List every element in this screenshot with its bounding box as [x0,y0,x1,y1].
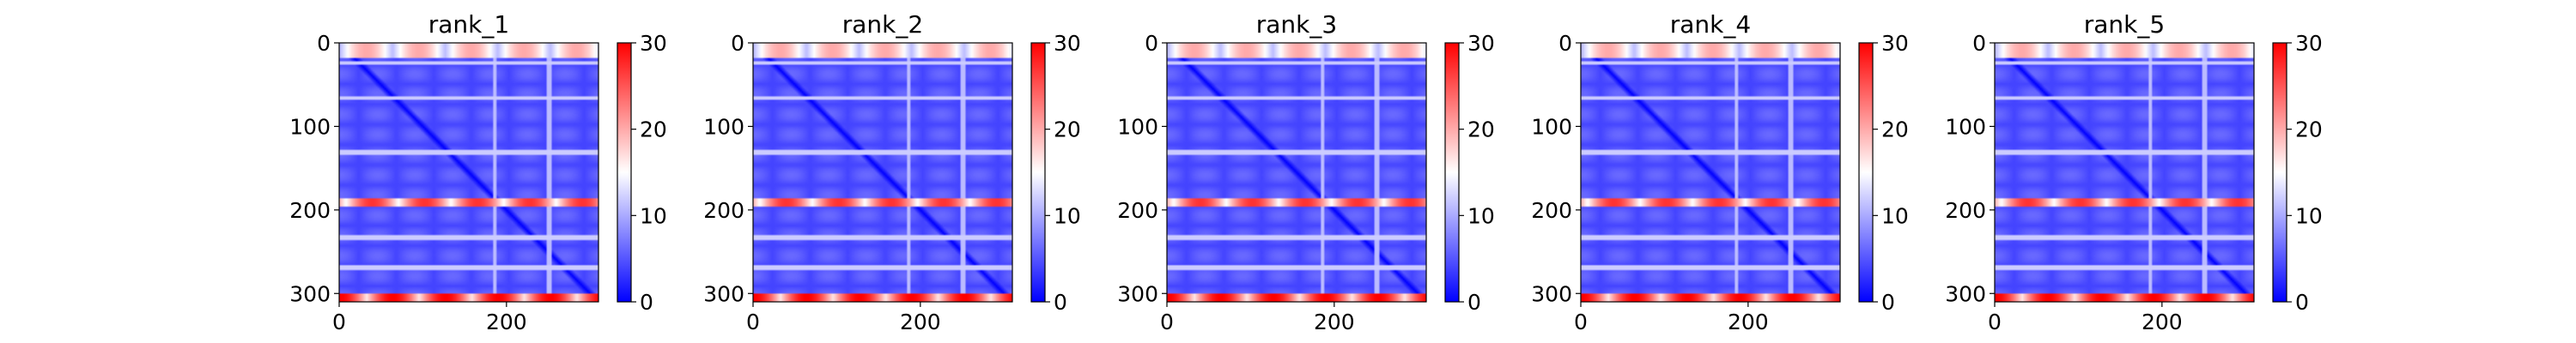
panel-title: rank_3 [1256,10,1337,39]
y-tick-label: 200 [1945,198,1986,223]
heatmap-image [339,43,598,302]
heatmap-image [1581,43,1840,302]
colorbar-tick-label: 10 [640,203,667,228]
heatmap-image [1995,43,2254,302]
y-tick-label: 300 [289,281,331,306]
x-tick-label: 200 [1728,310,1769,334]
y-tick-label: 0 [1972,31,1986,56]
y-tick-label: 100 [289,114,331,139]
colorbar-tick-label: 0 [1467,290,1481,315]
y-tick-label: 100 [1117,114,1158,139]
y-tick-label: 0 [731,31,744,56]
colorbar-tick-label: 10 [1467,203,1495,228]
y-tick-label: 200 [1531,198,1572,223]
y-tick-label: 100 [1945,114,1986,139]
colorbar-tick-label: 30 [640,31,667,56]
heatmap-frame [338,42,599,303]
colorbar-tick-label: 20 [640,117,667,142]
y-tick-label: 0 [317,31,331,56]
x-tick-label: 0 [1160,310,1174,334]
colorbar [1858,42,1874,303]
y-tick-label: 300 [703,281,744,306]
colorbar-tick-label: 10 [2295,203,2323,228]
x-tick-label: 200 [2142,310,2183,334]
x-tick-label: 200 [486,310,527,334]
colorbar [1444,42,1460,303]
heatmap-frame [752,42,1013,303]
heatmap-frame [1994,42,2255,303]
heatmap-frame [1166,42,1427,303]
x-tick-label: 200 [900,310,941,334]
colorbar [2272,42,2287,303]
y-tick-label: 300 [1531,281,1572,306]
colorbar [1030,42,1046,303]
colorbar-tick-label: 30 [1467,31,1495,56]
panel-title: rank_4 [1670,10,1751,39]
colorbar-tick-label: 20 [2295,117,2323,142]
panel-title: rank_1 [428,10,509,39]
heatmap-image [1167,43,1426,302]
colorbar-tick-label: 10 [1054,203,1081,228]
colorbar-tick-label: 30 [1054,31,1081,56]
y-tick-label: 300 [1117,281,1158,306]
x-tick-label: 200 [1314,310,1355,334]
panel-title: rank_5 [2084,10,2165,39]
colorbar-tick-label: 0 [2295,290,2309,315]
panel-title: rank_2 [842,10,923,39]
colorbar-tick-label: 20 [1054,117,1081,142]
heatmap-frame [1580,42,1841,303]
colorbar-tick-label: 20 [1467,117,1495,142]
colorbar-tick-label: 30 [2295,31,2323,56]
y-tick-label: 0 [1558,31,1572,56]
colorbar-tick-label: 20 [1881,117,1909,142]
colorbar [617,42,632,303]
colorbar-tick-label: 10 [1881,203,1909,228]
y-tick-label: 200 [289,198,331,223]
y-tick-label: 200 [703,198,744,223]
y-tick-label: 200 [1117,198,1158,223]
x-tick-label: 0 [1574,310,1588,334]
heatmap-image [753,43,1012,302]
colorbar-tick-label: 30 [1881,31,1909,56]
x-tick-label: 0 [1988,310,2002,334]
y-tick-label: 100 [1531,114,1572,139]
x-tick-label: 0 [332,310,346,334]
colorbar-tick-label: 0 [1881,290,1895,315]
colorbar-tick-label: 0 [640,290,653,315]
y-tick-label: 300 [1945,281,1986,306]
colorbar-tick-label: 0 [1054,290,1067,315]
y-tick-label: 100 [703,114,744,139]
x-tick-label: 0 [746,310,760,334]
y-tick-label: 0 [1145,31,1158,56]
